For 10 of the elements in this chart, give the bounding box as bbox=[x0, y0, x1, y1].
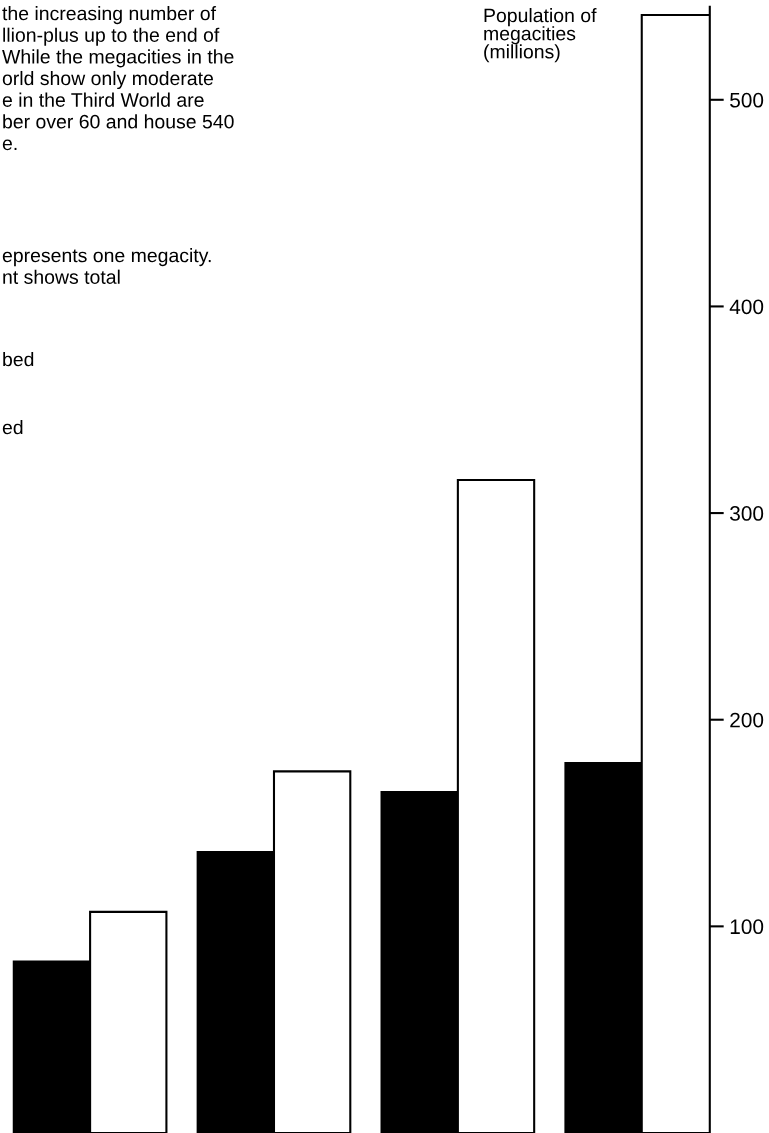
y-tick-label: 400 bbox=[729, 299, 764, 315]
annotation: the increasing number of llion-plus up to the end of While the megacities in the orld show only moderate e in the Third World are ber over 60 and house 540 e. bbox=[2, 6, 234, 151]
annotation: ed bbox=[2, 420, 23, 435]
y-tick-label: 200 bbox=[730, 712, 764, 728]
y-tick-label: 500 bbox=[730, 92, 764, 108]
annotation: epresents one megacity. nt shows total bbox=[2, 248, 211, 284]
y-tick-label: 100 bbox=[730, 919, 764, 935]
annotation: bed bbox=[3, 352, 34, 367]
y-axis-title: Population of megacities (millions) bbox=[484, 8, 597, 63]
y-tick-label: 300 bbox=[730, 506, 764, 521]
